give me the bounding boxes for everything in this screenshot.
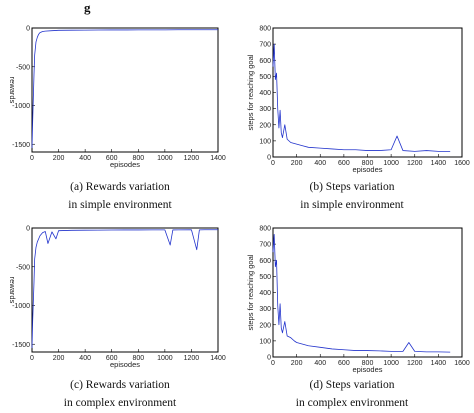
- x-tick-label: 600: [106, 155, 118, 162]
- y-axis-label: rewards: [8, 77, 17, 104]
- y-axis-label: steps for reaching goal: [246, 54, 255, 130]
- header-fragment: g: [84, 0, 91, 15]
- series-line: [272, 234, 451, 353]
- x-tick-label: 1200: [184, 355, 200, 362]
- x-tick-label: 800: [132, 155, 144, 162]
- chart-c: 0 200 400 600 800 1000 1200 1400 0 -500 -1000 -1500…: [8, 226, 226, 410]
- x-tick-label: 200: [53, 355, 65, 362]
- y-axis-label: steps for reaching goal: [246, 254, 255, 330]
- x-tick-label: 1400: [431, 160, 447, 167]
- plot-frame: [31, 227, 219, 353]
- chart-d: 0 200 400 600 800 1000 1200 1400 1600 0 100 200 300 4…: [246, 226, 470, 410]
- caption-line-1: (d) Steps variation: [310, 379, 395, 391]
- y-tick-label: 800: [259, 226, 271, 233]
- x-tick-label: 600: [338, 160, 350, 167]
- x-tick-label: 1200: [184, 155, 200, 162]
- x-tick-label: 1000: [157, 355, 173, 362]
- x-tick-label: 600: [106, 355, 118, 362]
- y-tick-label: 600: [259, 58, 271, 65]
- y-tick-label: 100: [259, 338, 271, 345]
- x-tick-label: 200: [53, 155, 65, 162]
- caption-line-2: in complex environment: [64, 397, 177, 409]
- caption-line-2: in simple environment: [300, 199, 404, 211]
- y-tick-label: 500: [259, 74, 271, 81]
- x-tick-label: 200: [291, 160, 303, 167]
- x-tick-label: 800: [362, 160, 374, 167]
- x-axis-label: episodes: [352, 165, 382, 174]
- caption-line-2: in simple environment: [68, 199, 172, 211]
- y-tick-label: 0: [26, 226, 30, 233]
- y-tick-label: 700: [259, 42, 271, 49]
- x-tick-label: 400: [314, 160, 326, 167]
- caption-line-1: (a) Rewards variation: [70, 181, 170, 193]
- charts-group: 0 200 400 600 800 1000 1200 14000-500-1000-1500…: [8, 26, 470, 410]
- plot-frame: [31, 27, 219, 153]
- x-tick-label: 1600: [454, 160, 470, 167]
- y-tick-label: -500: [16, 64, 30, 71]
- x-tick-label: 1000: [383, 360, 399, 367]
- caption-line-1: (b) Steps variation: [310, 181, 395, 193]
- x-tick-label: 800: [132, 355, 144, 362]
- y-tick-label: 400: [259, 290, 271, 297]
- y-tick-label: -1500: [12, 342, 30, 349]
- x-tick-label: 800: [362, 360, 374, 367]
- x-tick-label: 600: [338, 360, 350, 367]
- y-tick-label: 300: [259, 106, 271, 113]
- plot-frame: [272, 27, 463, 158]
- x-tick-label: 0: [30, 355, 34, 362]
- y-tick-label: 0: [267, 355, 271, 362]
- x-tick-label: 1600: [454, 360, 470, 367]
- y-tick-label: -1000: [12, 103, 30, 110]
- x-tick-label: 200: [291, 360, 303, 367]
- y-tick-label: 600: [259, 258, 271, 265]
- x-tick-label: 400: [79, 155, 91, 162]
- y-tick-label: 500: [259, 274, 271, 281]
- x-tick-label: 0: [271, 360, 275, 367]
- y-tick-label: 300: [259, 306, 271, 313]
- y-tick-label: 700: [259, 242, 271, 249]
- y-tick-label: 0: [267, 155, 271, 162]
- plot-frame: [272, 227, 463, 358]
- x-tick-label: 400: [314, 360, 326, 367]
- y-axis-label: rewards: [8, 277, 17, 304]
- y-tick-label: 100: [259, 138, 271, 145]
- y-tick-label: 0: [26, 26, 30, 33]
- y-tick-label: -500: [16, 264, 30, 271]
- series-line: [31, 29, 218, 149]
- x-tick-label: 1200: [407, 360, 423, 367]
- y-tick-label: 200: [259, 322, 271, 329]
- y-tick-label: 400: [259, 90, 271, 97]
- x-tick-label: 1000: [383, 160, 399, 167]
- x-axis-label: episodes: [352, 365, 382, 374]
- y-tick-label: 800: [259, 26, 271, 33]
- y-tick-label: -1000: [12, 303, 30, 310]
- x-tick-label: 0: [30, 155, 34, 162]
- series-line: [31, 229, 218, 349]
- y-tick-label: 200: [259, 122, 271, 129]
- x-tick-label: 1400: [210, 155, 226, 162]
- x-tick-label: 400: [79, 355, 91, 362]
- x-axis-label: episodes: [110, 360, 140, 369]
- x-axis-label: episodes: [110, 160, 140, 169]
- x-tick-label: 1200: [407, 160, 423, 167]
- series-line: [272, 43, 451, 152]
- x-tick-label: 0: [271, 160, 275, 167]
- x-tick-label: 1400: [431, 360, 447, 367]
- x-tick-label: 1400: [210, 355, 226, 362]
- y-tick-label: -1500: [12, 142, 30, 149]
- chart-a: 0 200 400 600 800 1000 1200 1400 0 -500 -1000 -1500…: [8, 26, 226, 212]
- chart-b: 0 200 400 600 800 1000 1200 1400 1600 0 100 200 300 4…: [246, 26, 470, 212]
- caption-line-1: (c) Rewards variation: [70, 379, 170, 391]
- x-tick-label: 1000: [157, 155, 173, 162]
- caption-line-2: in complex environment: [296, 397, 409, 409]
